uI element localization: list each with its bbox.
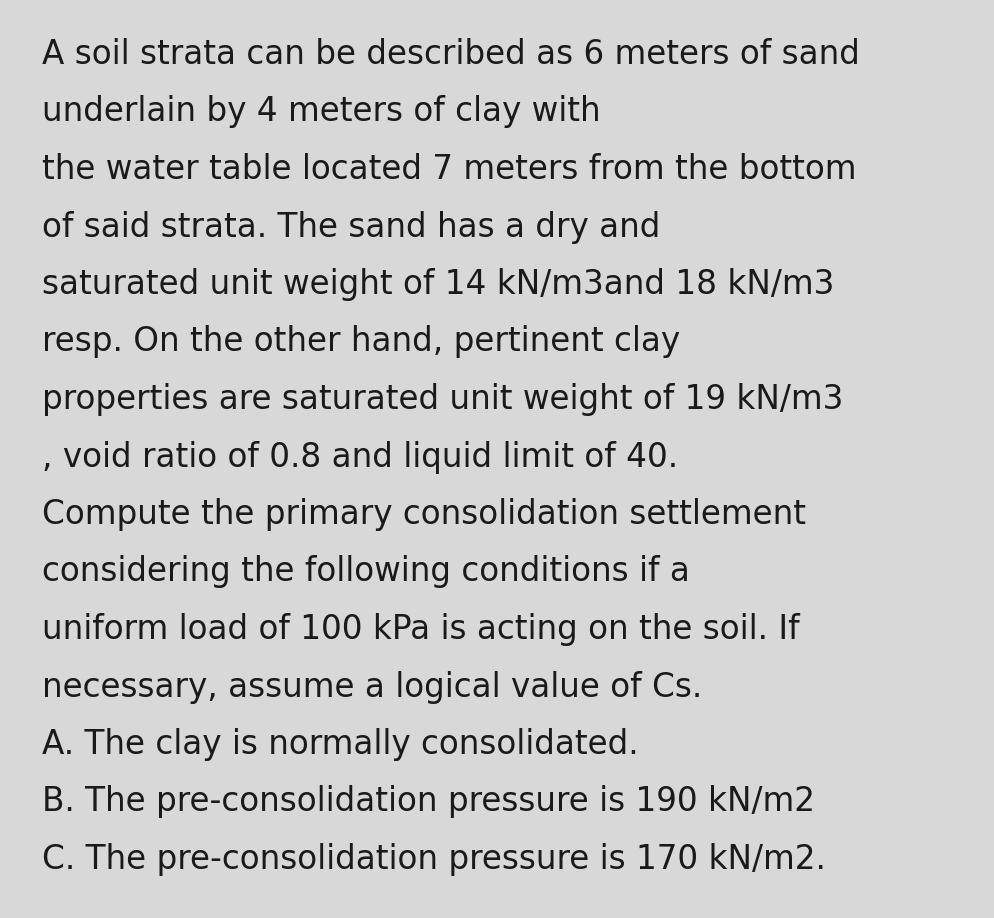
Text: saturated unit weight of 14 kN/m3and 18 kN/m3: saturated unit weight of 14 kN/m3and 18 … (42, 268, 834, 301)
Text: of said strata. The sand has a dry and: of said strata. The sand has a dry and (42, 210, 660, 243)
Text: properties are saturated unit weight of 19 kN/m3: properties are saturated unit weight of … (42, 383, 843, 416)
Text: Compute the primary consolidation settlement: Compute the primary consolidation settle… (42, 498, 806, 531)
Text: B. The pre-consolidation pressure is 190 kN/m2: B. The pre-consolidation pressure is 190… (42, 786, 815, 819)
Text: uniform load of 100 kPa is acting on the soil. If: uniform load of 100 kPa is acting on the… (42, 613, 799, 646)
Text: underlain by 4 meters of clay with: underlain by 4 meters of clay with (42, 95, 600, 129)
Text: A soil strata can be described as 6 meters of sand: A soil strata can be described as 6 mete… (42, 38, 860, 71)
Text: the water table located 7 meters from the bottom: the water table located 7 meters from th… (42, 153, 857, 186)
Text: A. The clay is normally consolidated.: A. The clay is normally consolidated. (42, 728, 638, 761)
Text: necessary, assume a logical value of Cs.: necessary, assume a logical value of Cs. (42, 670, 702, 703)
Text: , void ratio of 0.8 and liquid limit of 40.: , void ratio of 0.8 and liquid limit of … (42, 441, 678, 474)
Text: C. The pre-consolidation pressure is 170 kN/m2.: C. The pre-consolidation pressure is 170… (42, 843, 826, 876)
Text: resp. On the other hand, pertinent clay: resp. On the other hand, pertinent clay (42, 326, 680, 359)
Text: considering the following conditions if a: considering the following conditions if … (42, 555, 690, 588)
